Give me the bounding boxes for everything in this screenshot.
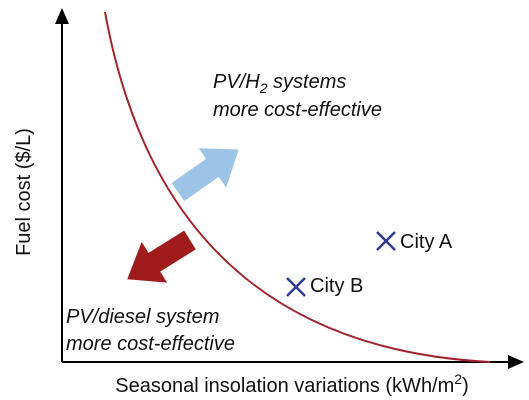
blue-arrow: [171, 148, 239, 202]
label-text: Seasonal insolation variations (kWh/m: [115, 375, 454, 397]
red-arrow: [127, 230, 196, 283]
label-text: ): [462, 375, 469, 397]
boundary-curve: [104, 11, 491, 363]
region-label: PV/diesel system: [66, 306, 219, 328]
subscript: 2: [259, 80, 268, 96]
region-label: more cost-effective: [66, 333, 235, 355]
city-a-marker: [376, 231, 396, 251]
x-arrowhead: [508, 355, 524, 369]
y-axis-label: Fuel cost ($/L): [13, 128, 35, 256]
region-label: PV/H2 systems: [213, 71, 346, 96]
city-label: City A: [400, 231, 453, 253]
superscript: 2: [454, 371, 462, 387]
city-label: City B: [310, 275, 363, 297]
region-text: PV/H: [213, 71, 260, 93]
region-label: more cost-effective: [213, 99, 382, 121]
y-arrowhead: [55, 8, 69, 24]
x-axis-label: Seasonal insolation variations (kWh/m2): [115, 371, 469, 397]
city-b-marker: [286, 277, 306, 297]
region-text: systems: [267, 71, 346, 93]
